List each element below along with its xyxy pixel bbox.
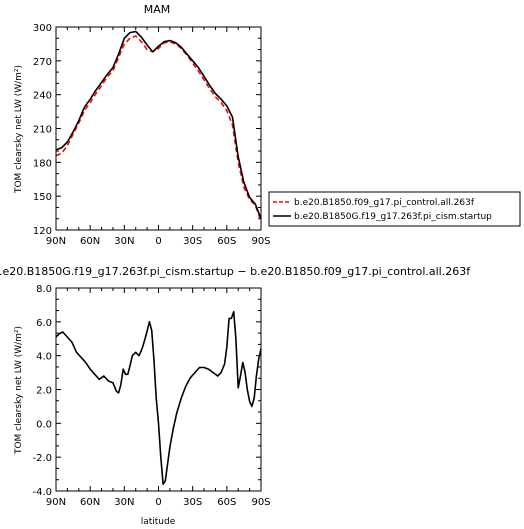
bottom-x-tick-label: 0	[155, 497, 161, 508]
top-x-tick-label: 60S	[217, 236, 236, 247]
top-x-tick-label: 60N	[80, 236, 100, 247]
top-x-tick-label: 30N	[114, 236, 134, 247]
legend-label-cism: b.e20.B1850G.f19_g17.263f.pi_cism.startu…	[294, 212, 492, 222]
top-panel: MAM 90N 60N 30N 0 30S 60S 90S 120 150 180 210 240 27…	[14, 3, 271, 247]
top-series-group	[55, 30, 262, 222]
legend-label-control: b.e20.B1850.f09_g17.pi_control.all.263f	[294, 198, 475, 208]
bottom-y-tick-label: 8.0	[36, 284, 52, 295]
bottom-y-tick-label: 0.0	[36, 419, 52, 430]
top-chart-title: MAM	[144, 3, 171, 16]
bottom-y-axis-label: TOM clearsky net LW (W/m²)	[14, 326, 24, 455]
bottom-y-tick-label: 2.0	[36, 386, 52, 397]
top-y-axis-label: TOM clearsky net LW (W/m²)	[14, 65, 24, 194]
top-x-tick-label: 90N	[46, 236, 66, 247]
bottom-x-tick-label: 30N	[114, 497, 134, 508]
bottom-x-tick-label: 90S	[251, 497, 270, 508]
bottom-series-line-0	[55, 310, 262, 485]
top-y-tick-label: 240	[33, 91, 52, 102]
top-x-tick-label: 0	[155, 236, 161, 247]
bottom-panel: b.e20.B1850G.f19_g17.263f.pi_cism.startu…	[0, 265, 471, 527]
bottom-x-tick-label: 60N	[80, 497, 100, 508]
bottom-y-tick-label: 6.0	[36, 318, 52, 329]
legend: b.e20.B1850.f09_g17.pi_control.all.263f …	[268, 191, 521, 227]
bottom-y-tick-label: -2.0	[32, 453, 52, 464]
bottom-y-tick-label: 4.0	[36, 352, 52, 363]
top-series-line-0	[55, 35, 262, 222]
bottom-plot-frame	[55, 287, 262, 492]
top-series-line-1	[55, 30, 262, 219]
top-x-tick-label: 30S	[183, 236, 202, 247]
bottom-x-tick-label: 30S	[183, 497, 202, 508]
bottom-x-tick-label: 60S	[217, 497, 236, 508]
top-y-tick-label: 210	[33, 125, 52, 136]
top-y-tick-label: 120	[33, 226, 52, 237]
top-y-tick-label: 270	[33, 57, 52, 68]
top-y-tick-label: 300	[33, 23, 52, 34]
bottom-chart-title: b.e20.B1850G.f19_g17.263f.pi_cism.startu…	[0, 265, 471, 278]
top-y-tick-label: 180	[33, 158, 52, 169]
top-x-tick-label: 90S	[251, 236, 270, 247]
bottom-series-group	[55, 310, 262, 485]
top-plot-frame	[55, 26, 262, 231]
bottom-y-tick-label: -4.0	[32, 487, 52, 498]
top-y-tick-label: 150	[33, 192, 52, 203]
bottom-x-tick-label: 90N	[46, 497, 66, 508]
legend-box	[268, 191, 521, 227]
bottom-x-axis-label: latitude	[141, 517, 176, 527]
